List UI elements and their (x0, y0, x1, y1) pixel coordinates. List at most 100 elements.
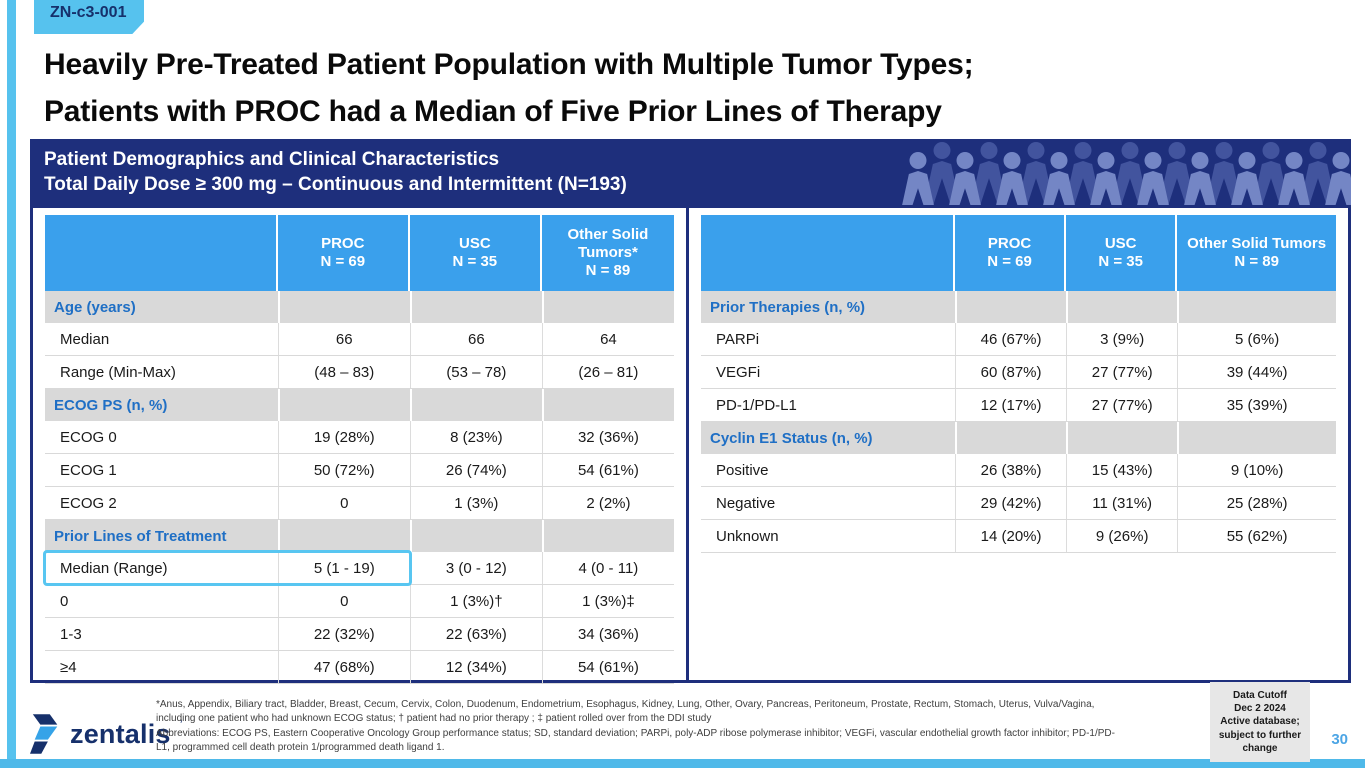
section-filler (541, 291, 674, 323)
cell-value: 26 (74%) (409, 454, 542, 486)
row-label: Range (Min-Max) (60, 363, 176, 381)
cell-value: 32 (36%) (541, 421, 674, 453)
cell-value: (48 – 83) (277, 356, 410, 388)
table-row: ≥4 47 (68%) 12 (34%) 54 (61%) (45, 651, 674, 684)
table-header-row: PROC N = 69 USC N = 35 Other Solid Tumor… (701, 215, 1336, 291)
section-label: ECOG PS (n, %) (45, 389, 278, 421)
row-label: VEGFi (716, 363, 761, 381)
column-title: PROC (321, 234, 365, 252)
footnote-tumor-types: *Anus, Appendix, Biliary tract, Bladder,… (156, 699, 1095, 724)
table-row: Median 66 66 64 (45, 323, 674, 356)
cell-value: 54 (61%) (541, 454, 674, 486)
table-row: PD-1/PD-L1 12 (17%) 27 (77%) 35 (39%) (701, 389, 1336, 422)
section-filler (541, 520, 674, 552)
cell-value: 29 (42%) (955, 487, 1066, 519)
cell-value: 5 (1 - 19) (277, 552, 410, 584)
cell-value: 34 (36%) (541, 618, 674, 650)
panel-header-line1: Patient Demographics and Clinical Charac… (44, 149, 500, 170)
table-header-row: PROC N = 69 USC N = 35 Other Solid Tumor… (45, 215, 674, 291)
column-title: USC (1104, 234, 1137, 252)
zentalis-logo: zentalis ʼ (30, 714, 183, 754)
footnote-abbreviations: Abbreviations: ECOG PS, Eastern Cooperat… (156, 728, 1115, 753)
cell-value: 50 (72%) (277, 454, 410, 486)
section-filler (541, 389, 674, 421)
panel-header-bar: Patient Demographics and Clinical Charac… (30, 139, 1351, 205)
cell-value: 8 (23%) (409, 421, 542, 453)
header-cell-usc: USC N = 35 (1066, 215, 1178, 291)
cell-value: 39 (44%) (1177, 356, 1336, 388)
cell-value: 12 (34%) (409, 651, 542, 683)
table-row: PARPi 46 (67%) 3 (9%) 5 (6%) (701, 323, 1336, 356)
data-cutoff-line: subject to further (1218, 729, 1302, 741)
demographics-table: PROC N = 69 USC N = 35 Other Solid Tumor… (43, 215, 674, 684)
study-id-badge: ZN-c3-001 (34, 0, 145, 34)
section-filler (409, 291, 542, 323)
cell-value: 66 (409, 323, 542, 355)
cell-value: 11 (31%) (1066, 487, 1177, 519)
data-cutoff-line: Active database; (1220, 716, 1300, 728)
row-label: ECOG 1 (60, 461, 117, 479)
section-label: Age (years) (45, 291, 278, 323)
cell-value: 9 (10%) (1177, 454, 1336, 486)
section-filler (1066, 422, 1178, 454)
cell-value: 2 (2%) (541, 487, 674, 519)
cell-value: 0 (277, 585, 410, 617)
header-cell-usc: USC N = 35 (409, 215, 542, 291)
section-filler (277, 291, 410, 323)
section-filler (409, 520, 542, 552)
footnotes: *Anus, Appendix, Biliary tract, Bladder,… (156, 698, 1128, 756)
section-filler (277, 520, 410, 552)
cell-value: (53 – 78) (409, 356, 542, 388)
therapies-table: PROC N = 69 USC N = 35 Other Solid Tumor… (701, 215, 1336, 553)
section-label: Prior Lines of Treatment (45, 520, 278, 552)
header-cell-other: Other Solid Tumors* N = 89 (541, 215, 674, 291)
row-label: Unknown (716, 527, 779, 545)
section-label: Prior Therapies (n, %) (701, 291, 955, 323)
cell-value: 1 (3%) (409, 487, 542, 519)
cell-value: 4 (0 - 11) (541, 552, 674, 584)
column-n: N = 35 (452, 253, 498, 270)
slide-title-line2: Patients with PROC had a Median of Five … (44, 94, 942, 128)
left-accent-stripe (7, 0, 16, 768)
section-row-ecog: ECOG PS (n, %) (45, 389, 674, 421)
demographics-table-panel: PROC N = 69 USC N = 35 Other Solid Tumor… (33, 208, 689, 684)
cell-value: 15 (43%) (1066, 454, 1177, 486)
cell-value: 27 (77%) (1066, 356, 1177, 388)
row-label: Negative (716, 494, 776, 512)
table-row: ECOG 2 0 1 (3%) 2 (2%) (45, 487, 674, 520)
cell-value: 9 (26%) (1066, 520, 1177, 552)
cell-value: 1 (3%)‡ (541, 585, 674, 617)
column-n: N = 89 (1234, 253, 1279, 270)
column-n: N = 35 (1098, 253, 1143, 270)
header-cell-proc: PROC N = 69 (277, 215, 410, 291)
data-cutoff-line: Dec 2 2024 (1234, 703, 1286, 715)
cell-value: 46 (67%) (955, 323, 1066, 355)
header-cell-empty (45, 215, 278, 291)
cell-value: 54 (61%) (541, 651, 674, 683)
cell-value: 47 (68%) (277, 651, 410, 683)
section-row-cyclin: Cyclin E1 Status (n, %) (701, 422, 1336, 454)
column-title: PROC (987, 234, 1032, 252)
column-n: N = 69 (320, 253, 366, 270)
row-label: ECOG 2 (60, 494, 117, 512)
column-title: USC (459, 234, 491, 252)
cell-value: 1 (3%)† (409, 585, 542, 617)
cell-value: (26 – 81) (541, 356, 674, 388)
header-cell-proc: PROC N = 69 (955, 215, 1067, 291)
table-row-highlighted: Median (Range) 5 (1 - 19) 3 (0 - 12) 4 (… (43, 550, 674, 586)
cell-value: 3 (9%) (1066, 323, 1177, 355)
row-label: PARPi (716, 330, 760, 348)
content-panel: PROC N = 69 USC N = 35 Other Solid Tumor… (30, 205, 1351, 684)
cell-value: 0 (277, 487, 410, 519)
section-filler (955, 291, 1067, 323)
zentalis-logo-tick: ʼ (179, 717, 183, 733)
table-row: Negative 29 (42%) 11 (31%) 25 (28%) (701, 487, 1336, 520)
cell-value: 27 (77%) (1066, 389, 1177, 421)
section-row-age: Age (years) (45, 291, 674, 323)
cell-value: 19 (28%) (277, 421, 410, 453)
data-cutoff-line: change (1242, 742, 1278, 754)
cell-value: 25 (28%) (1177, 487, 1336, 519)
data-cutoff-line: Data Cutoff (1233, 690, 1287, 702)
cell-value: 22 (32%) (277, 618, 410, 650)
column-n: N = 69 (987, 253, 1032, 270)
